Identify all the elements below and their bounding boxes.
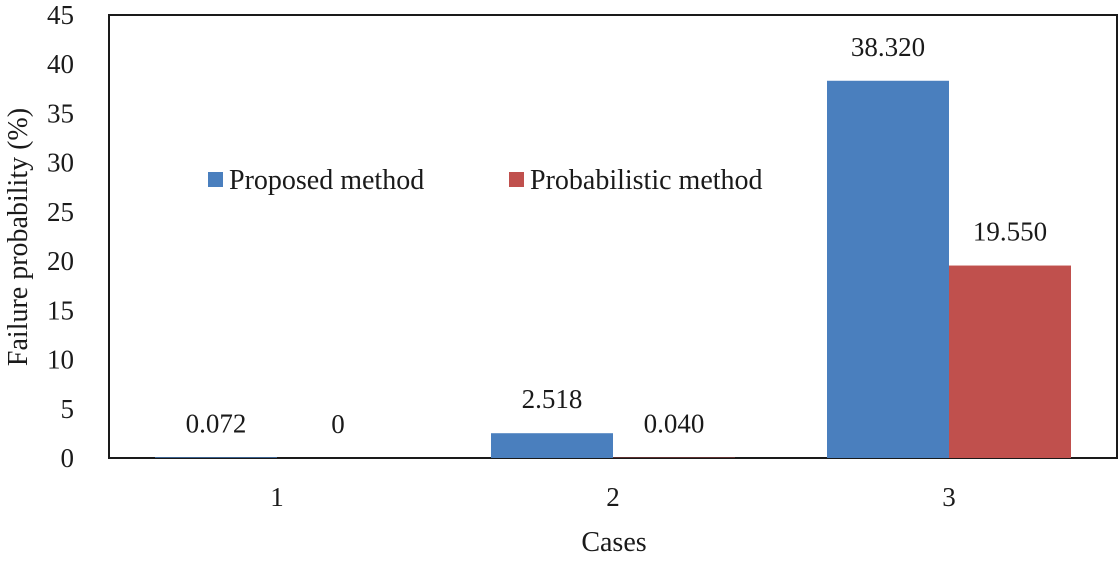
bars: [155, 80, 1071, 458]
legend-swatch-proposed: [208, 172, 223, 187]
legend-label-proposed: Proposed method: [229, 165, 424, 196]
y-tick-label: 45: [47, 0, 74, 30]
legend-label-probabilistic: Probabilistic method: [530, 165, 763, 196]
bar: [155, 457, 277, 458]
y-tick-label: 30: [47, 148, 74, 178]
y-tick-label: 5: [61, 394, 75, 424]
x-tick-label: 2: [606, 482, 620, 512]
x-tick-label: 3: [942, 482, 956, 512]
bar: [827, 80, 949, 458]
x-axis-title: Cases: [581, 527, 646, 558]
data-label: 2.518: [522, 384, 583, 414]
y-tick-label: 15: [47, 295, 74, 325]
y-tick-label: 10: [47, 345, 74, 375]
bar: [491, 433, 613, 458]
data-label: 38.320: [851, 32, 925, 62]
legend: Proposed method Probabilistic method: [208, 165, 763, 196]
data-label: 0.072: [186, 408, 247, 438]
data-label: 0: [331, 409, 345, 439]
y-axis-title: Failure probability (%): [3, 108, 34, 366]
y-tick-label: 20: [47, 246, 74, 276]
y-tick-label: 0: [61, 443, 75, 473]
x-axis-ticks: 1 2 3: [270, 482, 956, 512]
data-labels: 0.072 0 2.518 0.040 38.320 19.550: [186, 32, 1048, 439]
y-axis-ticks: 0 5 10 15 20 25 30 35 40 45: [47, 0, 74, 473]
data-label: 19.550: [973, 217, 1047, 247]
y-tick-label: 40: [47, 49, 74, 79]
data-label: 0.040: [644, 409, 705, 439]
bar: [949, 265, 1071, 458]
legend-swatch-probabilistic: [509, 172, 524, 187]
y-tick-label: 25: [47, 197, 74, 227]
y-tick-label: 35: [47, 98, 74, 128]
x-tick-label: 1: [270, 482, 284, 512]
